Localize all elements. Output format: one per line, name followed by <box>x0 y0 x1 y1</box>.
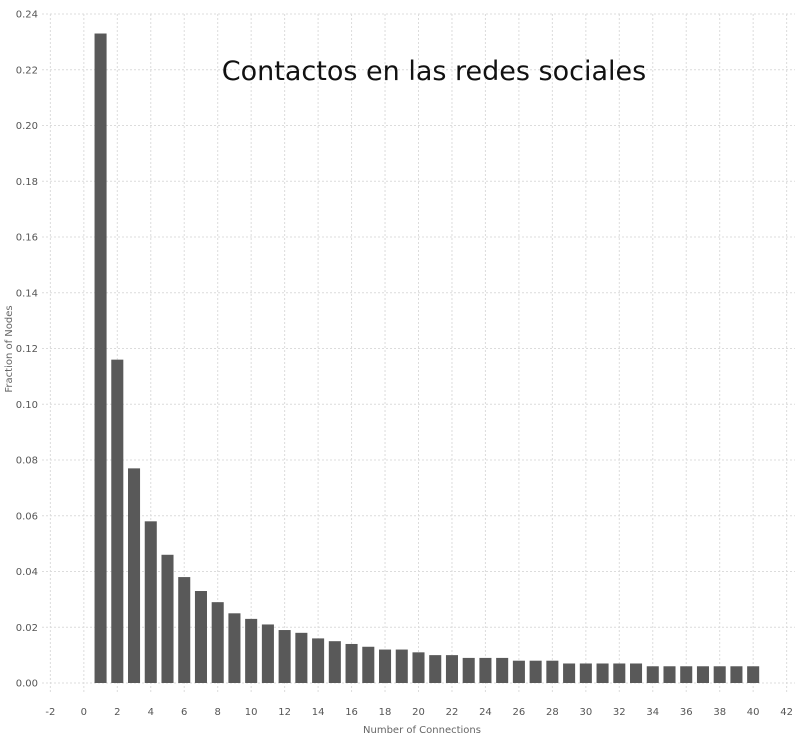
x-tick-label: 16 <box>345 707 358 718</box>
x-tick-label: 8 <box>215 707 221 718</box>
bar <box>663 666 676 683</box>
bar <box>312 638 325 683</box>
bar <box>395 649 408 683</box>
bar <box>345 643 358 683</box>
bar <box>94 33 107 683</box>
x-tick-label: 2 <box>114 707 120 718</box>
x-tick-label: 6 <box>181 707 187 718</box>
y-tick-labels: 0.00 0.02 0.04 0.06 0.08 0.10 0.12 0.14 0.16 0.18… <box>16 10 38 690</box>
y-tick-label: 0.14 <box>16 288 38 299</box>
y-tick-label: 0.16 <box>16 233 38 244</box>
x-tick-label: 28 <box>546 707 559 718</box>
x-tick-label: 42 <box>780 707 793 718</box>
x-tick-label: 0 <box>81 707 87 718</box>
bar <box>245 618 258 683</box>
x-tick-label: 36 <box>680 707 693 718</box>
bar <box>496 657 509 683</box>
bar <box>596 663 609 683</box>
y-axis-title: Fraction of Nodes <box>4 305 15 392</box>
y-tick-label: 0.00 <box>16 679 38 690</box>
bar <box>696 666 709 683</box>
x-tick-label: -2 <box>45 707 55 718</box>
bar <box>429 655 442 683</box>
y-tick-label: 0.08 <box>16 456 38 467</box>
bar <box>546 660 559 683</box>
x-tick-label: 10 <box>245 707 258 718</box>
y-tick-label: 0.18 <box>16 177 38 188</box>
bar <box>379 649 392 683</box>
x-tick-label: 12 <box>278 707 291 718</box>
bar <box>228 613 241 683</box>
bar <box>261 624 274 683</box>
x-tick-label: 20 <box>412 707 425 718</box>
x-tick-label: 38 <box>713 707 726 718</box>
bar <box>211 602 224 683</box>
x-tick-label: 34 <box>646 707 659 718</box>
bar <box>747 666 760 683</box>
bar <box>630 663 643 683</box>
y-tick-label: 0.04 <box>16 567 38 578</box>
bar <box>128 468 141 683</box>
x-tick-label: 14 <box>312 707 325 718</box>
y-tick-label: 0.20 <box>16 121 38 132</box>
bar <box>445 655 458 683</box>
bar <box>178 577 191 683</box>
x-tick-label: 26 <box>513 707 526 718</box>
x-tick-label: 4 <box>148 707 154 718</box>
bar <box>462 657 475 683</box>
y-tick-label: 0.22 <box>16 65 38 76</box>
bar <box>512 660 525 683</box>
bar <box>111 359 124 683</box>
x-tick-label: 22 <box>446 707 459 718</box>
x-axis-title: Number of Connections <box>363 725 481 736</box>
chart-title: Contactos en las redes sociales <box>222 56 646 87</box>
bar <box>713 666 726 683</box>
bar <box>144 521 157 683</box>
bar <box>161 554 174 683</box>
x-tick-label: 18 <box>379 707 392 718</box>
bar <box>579 663 592 683</box>
bar <box>479 657 492 683</box>
bar <box>362 646 375 683</box>
bar <box>194 591 207 683</box>
bar <box>646 666 659 683</box>
x-tick-label: 40 <box>747 707 760 718</box>
x-tick-label: 30 <box>579 707 592 718</box>
y-tick-label: 0.02 <box>16 623 38 634</box>
x-tick-labels: -2 0 2 4 6 8 10 12 14 16 18 20 22 24 26 28 30 32 34 36 38 40 4… <box>45 707 793 718</box>
bars <box>94 33 760 683</box>
bar <box>563 663 576 683</box>
y-tick-label: 0.24 <box>16 10 38 21</box>
bar <box>412 652 425 683</box>
x-tick-label: 32 <box>613 707 626 718</box>
y-tick-label: 0.06 <box>16 511 38 522</box>
bar <box>730 666 743 683</box>
bar <box>328 641 341 683</box>
bar <box>295 632 308 683</box>
bar <box>278 630 291 683</box>
bar <box>529 660 542 683</box>
bar <box>680 666 693 683</box>
y-tick-label: 0.12 <box>16 344 38 355</box>
x-tick-label: 24 <box>479 707 492 718</box>
y-tick-label: 0.10 <box>16 400 38 411</box>
bar <box>613 663 626 683</box>
